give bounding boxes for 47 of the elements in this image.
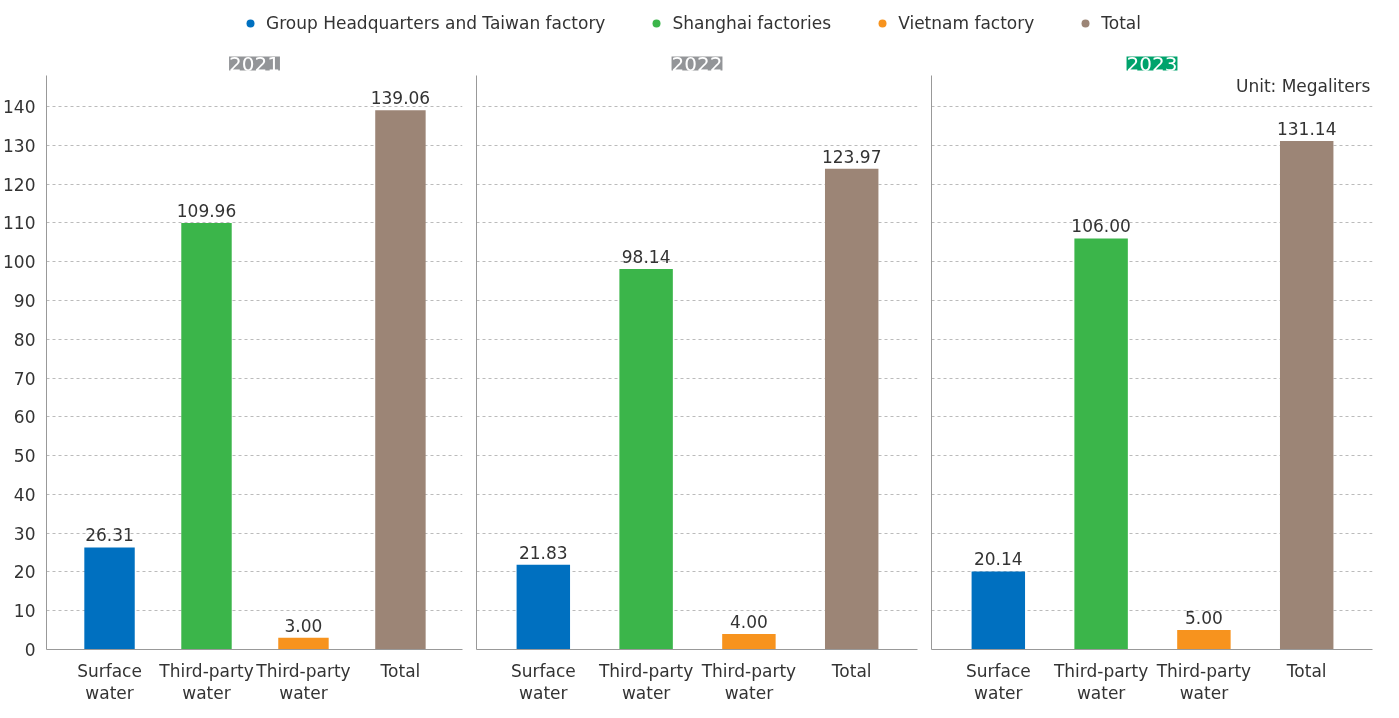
x-tick-label: Third-party water xyxy=(1155,660,1252,703)
annotation: Unit: Megaliters xyxy=(1235,75,1371,96)
legend-label: Group Headquarters and Taiwan factory xyxy=(266,12,606,33)
x-tick-label: Total xyxy=(1285,660,1327,681)
y-tick-label: 140 xyxy=(3,97,36,118)
y-tick-label: 30 xyxy=(13,523,36,544)
chart-title: 2021 xyxy=(229,51,280,76)
data-label: 98.14 xyxy=(621,246,671,267)
y-tick-label: 90 xyxy=(13,290,36,311)
data-label: 20.14 xyxy=(973,549,1023,570)
y-tick-label: 110 xyxy=(3,213,36,234)
y-tick-label: 120 xyxy=(3,174,36,195)
data-label: 21.83 xyxy=(518,542,568,563)
data-label: 4.00 xyxy=(729,611,768,632)
x-tick-label: Third-party water xyxy=(158,660,254,703)
data-label: 26.31 xyxy=(85,525,134,546)
x-tick-label: Surface water xyxy=(965,660,1031,703)
y-tick-label: 100 xyxy=(3,252,36,273)
legend-label: Vietnam factory xyxy=(898,12,1035,33)
y-tick-label: 40 xyxy=(13,484,36,505)
y-tick-label: 10 xyxy=(13,601,36,622)
data-label: 3.00 xyxy=(284,615,323,636)
y-tick-label: 80 xyxy=(13,329,36,350)
y-tick-label: 70 xyxy=(13,368,36,389)
x-tick-label: Third-party water xyxy=(700,660,797,703)
y-tick-label: 0 xyxy=(24,640,36,660)
data-label: 5.00 xyxy=(1184,608,1223,629)
y-tick-label: 50 xyxy=(13,446,36,467)
chart-title: 2022 xyxy=(671,51,723,76)
data-label: 139.06 xyxy=(370,88,431,109)
legend-label: Shanghai factories xyxy=(672,12,832,33)
y-tick-label: 20 xyxy=(13,562,36,583)
y-tick-label: 130 xyxy=(3,135,36,156)
data-label: 131.14 xyxy=(1276,118,1337,139)
x-tick-label: Third-party water xyxy=(255,660,351,703)
chart-title: 2023 xyxy=(1126,51,1178,76)
x-tick-label: Total xyxy=(379,660,421,681)
legend-label: Total xyxy=(1101,12,1141,33)
x-tick-label: Total xyxy=(830,660,872,681)
x-tick-label: Third-party water xyxy=(1052,660,1149,703)
data-label: 106.00 xyxy=(1071,216,1131,237)
y-tick-label: 60 xyxy=(13,407,36,428)
x-tick-label: Third-party water xyxy=(597,660,694,703)
x-tick-label: Surface water xyxy=(510,660,576,703)
data-label: 109.96 xyxy=(176,201,237,222)
x-tick-label: Surface water xyxy=(77,660,142,703)
data-label: 123.97 xyxy=(821,146,882,167)
